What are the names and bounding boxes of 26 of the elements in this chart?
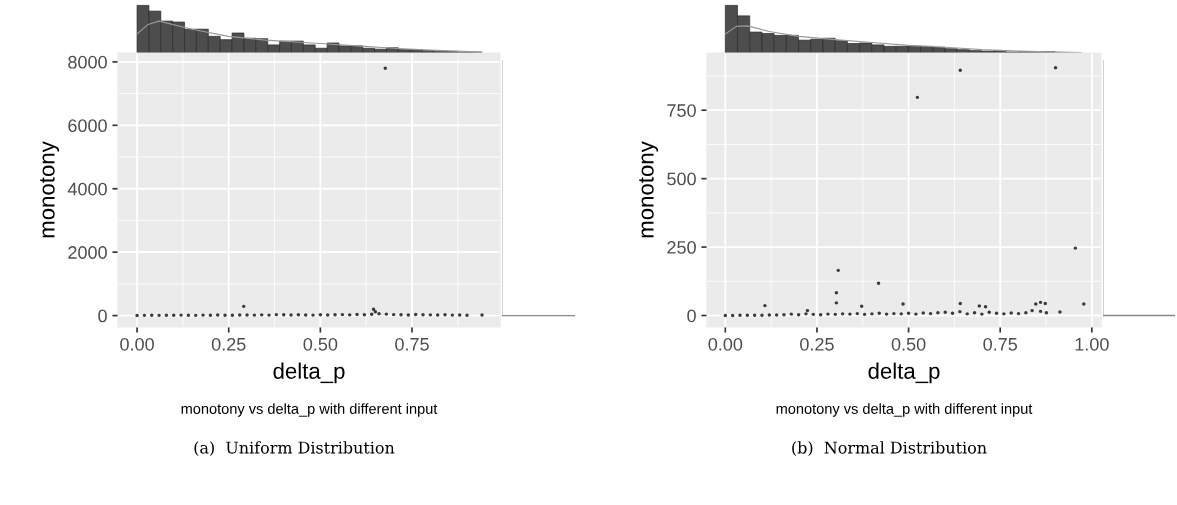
x-tick-label: 0.75 (983, 337, 1018, 351)
text: (a) Uniform Distribution (194, 441, 395, 456)
y-axis-title: monotony (40, 141, 60, 238)
y-tick-label: 8000 (68, 55, 107, 69)
y-axis-title: monotony (639, 141, 659, 238)
y-tick-label: 250 (667, 241, 696, 254)
x-tick-label: 0.25 (800, 337, 834, 351)
y-tick-label: 2000 (68, 246, 107, 259)
x-axis-title: delta_p (868, 362, 940, 384)
text: monotony vs delta_p with different input (776, 403, 1033, 417)
y-tick-label: 0 (687, 309, 696, 323)
text: (b) Normal Distribution (792, 441, 987, 456)
x-tick-label: 0.00 (708, 337, 743, 351)
x-tick-label: 0.25 (211, 337, 246, 351)
y-tick-label: 0 (98, 309, 107, 323)
y-tick-label: 750 (667, 104, 696, 117)
text: monotony vs delta_p with different input (181, 403, 438, 417)
x-tick-label: 1.00 (1075, 337, 1109, 351)
y-tick-label: 6000 (68, 119, 107, 133)
x-tick-label: 0.50 (891, 337, 926, 351)
x-tick-label: 0.75 (395, 337, 429, 351)
x-tick-label: 0.50 (303, 337, 338, 351)
x-axis-title: delta_p (273, 362, 345, 384)
y-tick-label: 500 (667, 172, 696, 186)
y-tick-label: 4000 (67, 182, 107, 196)
x-tick-label: 0.00 (120, 337, 154, 351)
